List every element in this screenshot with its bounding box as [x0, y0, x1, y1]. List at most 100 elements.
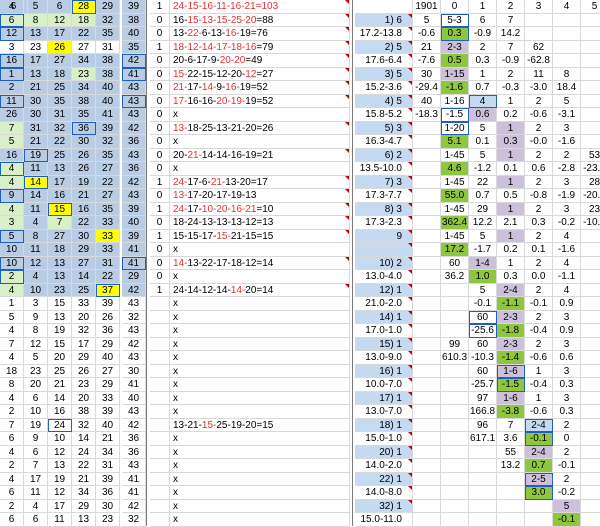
number-cell[interactable]: 4: [0, 283, 24, 297]
value-cell[interactable]: [581, 81, 600, 95]
label-cell[interactable]: 20) 1: [355, 445, 413, 459]
number-cell[interactable]: 34: [72, 81, 96, 95]
sequence-cell[interactable]: x: [170, 324, 350, 338]
value-cell[interactable]: [441, 378, 469, 392]
number-cell[interactable]: 32: [48, 121, 72, 135]
value-cell[interactable]: [441, 391, 469, 405]
number-cell[interactable]: 9: [24, 310, 48, 324]
sequence-cell[interactable]: 15-22-15-12-20-12=27: [170, 67, 350, 81]
number-cell[interactable]: 42: [122, 121, 146, 135]
number-cell[interactable]: 18: [72, 13, 96, 27]
number-cell[interactable]: 19: [72, 175, 96, 189]
number-cell[interactable]: 43: [122, 324, 146, 338]
value-cell[interactable]: [413, 391, 441, 405]
label-cell[interactable]: 15.2-3.6: [355, 81, 413, 95]
number-cell[interactable]: 3: [0, 40, 24, 54]
number-cell[interactable]: 26: [72, 162, 96, 176]
number-cell[interactable]: 42: [122, 54, 146, 68]
value-cell[interactable]: [581, 14, 600, 27]
sequence-cell[interactable]: x: [170, 499, 350, 513]
number-cell[interactable]: 32: [72, 324, 96, 338]
number-cell[interactable]: 34: [72, 54, 96, 68]
value-cell[interactable]: -0.1: [525, 432, 553, 446]
value-cell[interactable]: 5: [469, 121, 497, 135]
number-cell[interactable]: 36: [122, 432, 146, 446]
label-cell[interactable]: 1) 6: [355, 13, 413, 27]
value-cell[interactable]: 2: [525, 283, 553, 297]
value-cell[interactable]: [581, 378, 600, 392]
value-cell[interactable]: [581, 230, 600, 243]
value-cell[interactable]: 1: [497, 121, 525, 135]
sequence-cell[interactable]: 13-21-15-25-19-20=15: [170, 418, 350, 432]
number-cell[interactable]: 32: [72, 418, 96, 432]
value-cell[interactable]: 1: [525, 364, 553, 378]
number-cell[interactable]: 36: [72, 121, 96, 135]
value-cell[interactable]: -1.4: [497, 351, 525, 365]
label-cell[interactable]: 32) 1: [355, 499, 413, 513]
value-cell[interactable]: -0.1: [525, 297, 553, 311]
number-cell[interactable]: 30: [72, 229, 96, 243]
value-cell[interactable]: 166.8: [469, 405, 497, 419]
number-cell[interactable]: 25: [48, 81, 72, 95]
value-cell[interactable]: 53: [581, 149, 600, 162]
number-cell[interactable]: 16: [0, 54, 24, 68]
value-cell[interactable]: 3: [553, 310, 581, 324]
value-cell[interactable]: [413, 324, 441, 338]
value-cell[interactable]: [581, 513, 600, 527]
value-cell[interactable]: 0.3: [497, 135, 525, 149]
sequence-cell[interactable]: x: [170, 270, 350, 284]
number-cell[interactable]: 5: [0, 229, 24, 243]
number-cell[interactable]: 40: [96, 81, 120, 95]
number-cell[interactable]: 24: [72, 445, 96, 459]
number-cell[interactable]: 6: [48, 0, 72, 14]
number-cell[interactable]: 11: [24, 243, 48, 257]
number-cell[interactable]: 40: [122, 216, 146, 230]
number-cell[interactable]: 22: [96, 270, 120, 284]
value-cell[interactable]: -23.5: [581, 162, 600, 176]
value-cell[interactable]: [581, 446, 600, 459]
value-cell[interactable]: 0: [553, 432, 581, 446]
number-cell[interactable]: 31: [48, 108, 72, 122]
value-cell[interactable]: 55: [497, 445, 525, 459]
label-cell[interactable]: 17.6-6.4: [355, 54, 413, 68]
number-cell[interactable]: 6: [24, 513, 48, 527]
value-cell[interactable]: 3: [553, 364, 581, 378]
number-cell[interactable]: 5: [0, 135, 24, 149]
value-cell[interactable]: [525, 513, 553, 527]
value-cell[interactable]: [581, 311, 600, 324]
number-cell[interactable]: 23: [72, 378, 96, 392]
value-cell[interactable]: 0.2: [497, 108, 525, 122]
number-cell[interactable]: 4: [24, 499, 48, 513]
value-cell[interactable]: -0.4: [525, 378, 553, 392]
sequence-cell[interactable]: x: [170, 405, 350, 419]
number-cell[interactable]: 36: [122, 135, 146, 149]
number-cell[interactable]: 4: [0, 351, 24, 365]
label-cell[interactable]: 3) 5: [355, 67, 413, 81]
label-cell[interactable]: 14.0-2.0: [355, 459, 413, 473]
number-cell[interactable]: 41: [122, 486, 146, 500]
number-cell[interactable]: 23: [96, 513, 120, 527]
value-cell[interactable]: [469, 499, 497, 513]
number-cell[interactable]: 13: [48, 270, 72, 284]
number-cell[interactable]: 36: [122, 445, 146, 459]
value-cell[interactable]: 5: [581, 0, 600, 14]
number-cell[interactable]: 5: [24, 351, 48, 365]
label-cell[interactable]: 21.0-2.0: [355, 297, 413, 311]
number-cell[interactable]: 39: [122, 202, 146, 216]
flag-cell[interactable]: 0: [150, 270, 170, 284]
number-cell[interactable]: 5: [24, 0, 48, 14]
value-cell[interactable]: 4: [553, 0, 581, 14]
flag-cell[interactable]: [150, 472, 170, 486]
number-cell[interactable]: 26: [72, 364, 96, 378]
sequence-cell[interactable]: 24-17-6-21-13-20=17: [170, 175, 350, 189]
value-cell[interactable]: 1: [469, 0, 497, 14]
number-cell[interactable]: 19: [48, 472, 72, 486]
number-cell[interactable]: 21: [72, 189, 96, 203]
number-cell[interactable]: 40: [122, 27, 146, 41]
value-cell[interactable]: [413, 459, 441, 473]
number-cell[interactable]: 12: [48, 486, 72, 500]
number-cell[interactable]: 10: [24, 405, 48, 419]
value-cell[interactable]: -18.3: [413, 108, 441, 122]
number-cell[interactable]: 16: [48, 405, 72, 419]
number-cell[interactable]: 41: [122, 472, 146, 486]
